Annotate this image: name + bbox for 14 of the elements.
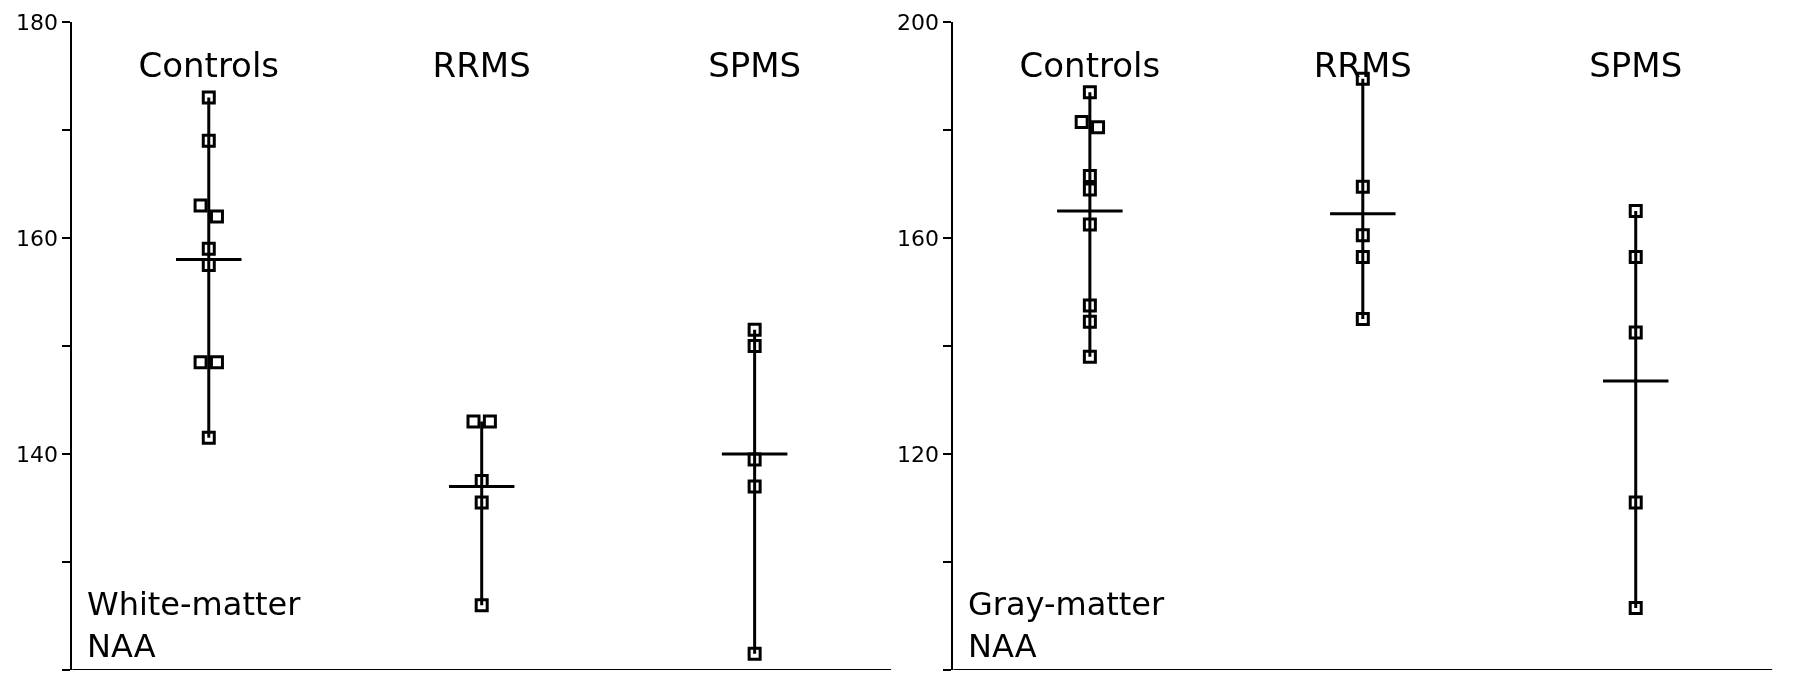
y-tick-label: 160 bbox=[897, 225, 939, 251]
x-tick-label: RRMS bbox=[432, 44, 531, 85]
y-tick-label: 120 bbox=[897, 441, 939, 467]
x-tick-label: SPMS bbox=[1589, 44, 1683, 85]
x-tick-label: Controls bbox=[138, 44, 280, 85]
x-tick-label: SPMS bbox=[708, 44, 802, 85]
y-tick-label: 200 bbox=[897, 9, 939, 35]
y-tick-label: 180 bbox=[15, 9, 58, 35]
y-tick-label: 160 bbox=[15, 225, 58, 251]
y-tick-label: 140 bbox=[15, 441, 58, 467]
annotation: Gray-matter NAA bbox=[968, 585, 1166, 665]
annotation: White-matter NAA bbox=[87, 585, 302, 665]
x-tick-label: RRMS bbox=[1313, 44, 1412, 85]
x-tick-label: Controls bbox=[1019, 44, 1161, 85]
